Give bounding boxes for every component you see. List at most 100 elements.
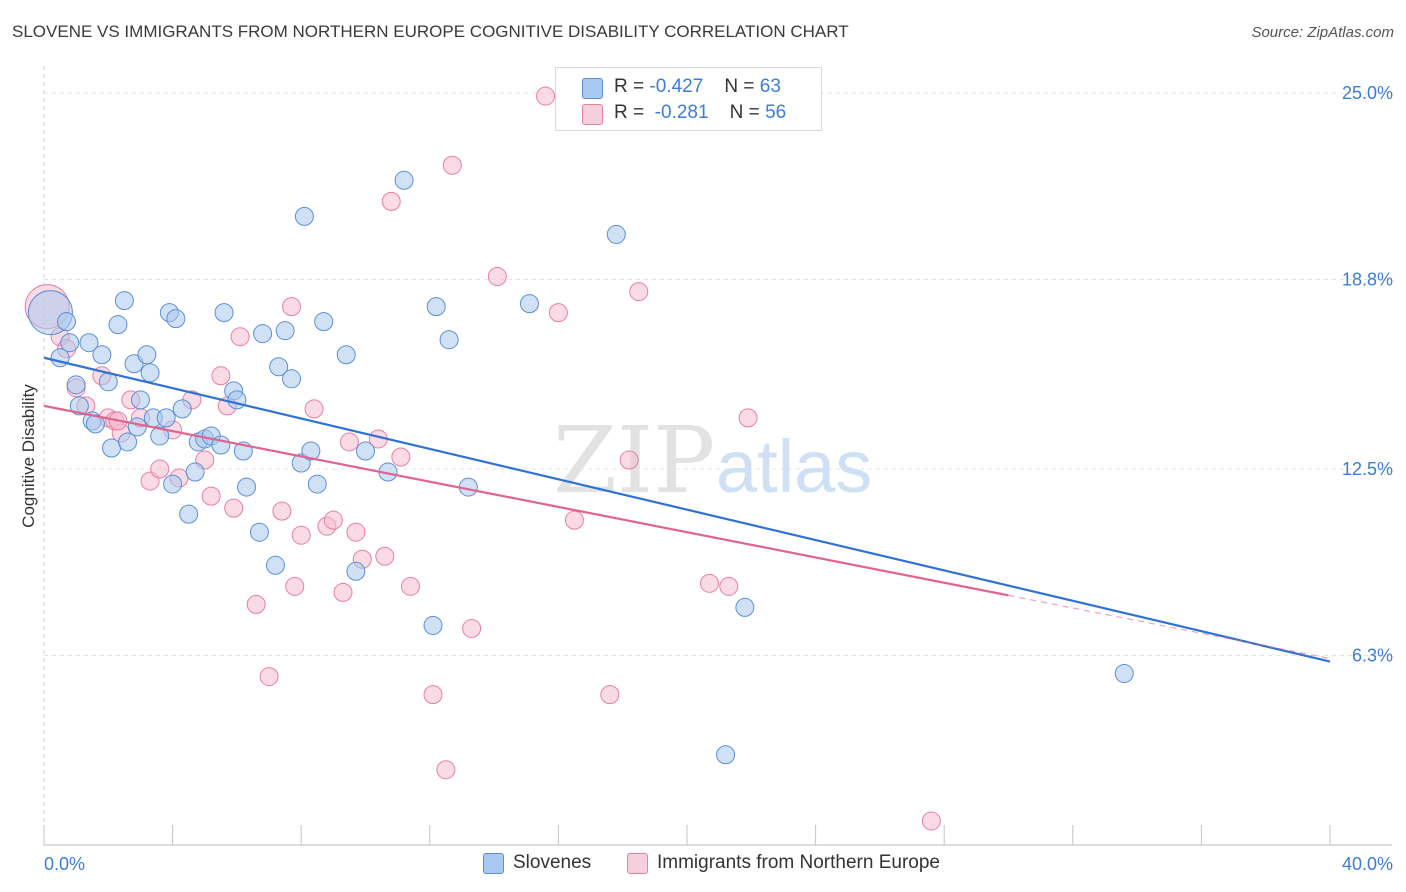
immigrants-point — [442, 155, 462, 175]
slovenes-point — [519, 294, 539, 314]
immigrants-point — [600, 685, 620, 705]
immigrants-point — [487, 267, 507, 287]
slovenes-point — [127, 417, 147, 437]
slovenes-point — [336, 345, 356, 365]
legend-label: Immigrants from Northern Europe — [657, 852, 940, 873]
immigrants-point — [291, 525, 311, 545]
legend-label: Slovenes — [513, 852, 592, 873]
slovenes-point — [166, 309, 186, 329]
legend-n-label: N = — [729, 102, 760, 123]
slovenes-point — [130, 390, 150, 410]
slovenes-point — [275, 321, 295, 341]
slovenes-point — [314, 312, 334, 332]
slovenes-point — [356, 441, 375, 461]
slovenes-point — [214, 303, 234, 323]
slovenes-point — [269, 357, 289, 377]
slovenes-point — [346, 561, 366, 581]
legend-swatch-blue — [582, 78, 603, 99]
immigrants-point — [548, 303, 568, 323]
slovenes-point — [301, 441, 321, 461]
slovenes-point — [150, 426, 170, 446]
trend-lines — [43, 356, 1331, 663]
immigrants-point — [323, 510, 343, 530]
immigrants-point — [285, 576, 305, 596]
immigrants-point — [619, 450, 639, 470]
slovenes-point — [102, 438, 122, 458]
immigrants-point — [423, 685, 443, 705]
immigrants-trend-line — [43, 404, 1009, 597]
immigrants-point — [259, 667, 279, 687]
y-tick-label: 12.5% — [1342, 459, 1393, 479]
immigrants-point — [700, 573, 720, 593]
slovenes-trend-line — [43, 356, 1331, 663]
slovenes-point — [1114, 664, 1134, 684]
slovenes-point — [60, 333, 80, 353]
immigrants-point — [346, 522, 366, 542]
y-axis-label: Cognitive Disability — [19, 384, 38, 528]
immigrants-trend-extension — [1008, 594, 1331, 660]
slovenes-point — [426, 297, 446, 317]
slovenes-point — [79, 333, 99, 353]
legend-swatch-pink — [627, 853, 648, 874]
immigrants-point — [246, 594, 266, 614]
immigrants-point — [333, 582, 353, 602]
immigrants-point — [536, 86, 556, 106]
slovenes-point — [140, 363, 160, 383]
slovenes-point — [237, 477, 257, 497]
immigrants-point — [738, 408, 758, 428]
slovenes-point — [253, 324, 273, 344]
slovenes-point — [294, 206, 314, 226]
slovenes-point — [307, 474, 327, 494]
immigrants-point — [230, 327, 250, 347]
slovenes-point — [735, 597, 755, 617]
correlation-legend: R = -0.427 N = 63 R = -0.281 N = 56 — [555, 67, 822, 131]
immigrants-point — [375, 546, 395, 566]
immigrants-point — [719, 576, 739, 596]
legend-r-value: -0.427 — [649, 76, 704, 97]
legend-r-label: R = — [614, 76, 645, 97]
immigrants-point — [564, 510, 584, 530]
y-tick-label: 18.8% — [1342, 270, 1393, 290]
legend-swatch-blue — [483, 853, 504, 874]
legend-n-value: 63 — [759, 76, 781, 97]
immigrants-point — [201, 486, 221, 506]
slovenes-point — [69, 396, 89, 416]
y-tick-label: 25.0% — [1342, 83, 1393, 103]
immigrants-point — [304, 399, 324, 419]
chart-title: SLOVENE VS IMMIGRANTS FROM NORTHERN EURO… — [12, 22, 849, 41]
legend-r-label: R = — [614, 102, 645, 123]
x-tick-label: 40.0% — [1342, 854, 1393, 874]
immigrants-point — [211, 366, 231, 386]
immigrants-point — [629, 282, 649, 302]
slovenes-point — [394, 170, 414, 190]
slovenes-point — [108, 315, 128, 335]
immigrants-point — [436, 760, 456, 780]
immigrants-point — [339, 432, 359, 452]
axes — [43, 66, 1392, 846]
immigrants-point — [272, 501, 292, 521]
slovenes-point — [163, 474, 183, 494]
x-tick-label: 0.0% — [44, 854, 85, 874]
immigrants-point — [150, 459, 170, 479]
slovenes-point — [114, 291, 134, 311]
slovenes-point — [137, 345, 157, 365]
slovenes-point — [172, 399, 192, 419]
immigrants-point — [462, 618, 482, 638]
immigrants-point — [282, 297, 302, 317]
legend-swatch-pink — [582, 104, 603, 125]
y-tick-label: 6.3% — [1352, 646, 1393, 666]
slovenes-point — [716, 745, 736, 765]
legend-n-label: N = — [724, 76, 755, 97]
immigrants-point — [401, 576, 421, 596]
slovenes-point — [282, 369, 302, 389]
slovenes-point — [66, 375, 86, 395]
watermark-atlas: atlas — [716, 425, 872, 508]
slovenes-point — [57, 312, 77, 332]
immigrants-point — [921, 811, 941, 831]
tick-labels: 6.3% 12.5% 18.8% 25.0% 0.0% 40.0% — [44, 83, 1393, 874]
immigrants-point — [391, 447, 411, 467]
grid-lines — [44, 92, 1392, 657]
slovenes-point — [92, 345, 112, 365]
slovenes-point — [185, 462, 205, 482]
